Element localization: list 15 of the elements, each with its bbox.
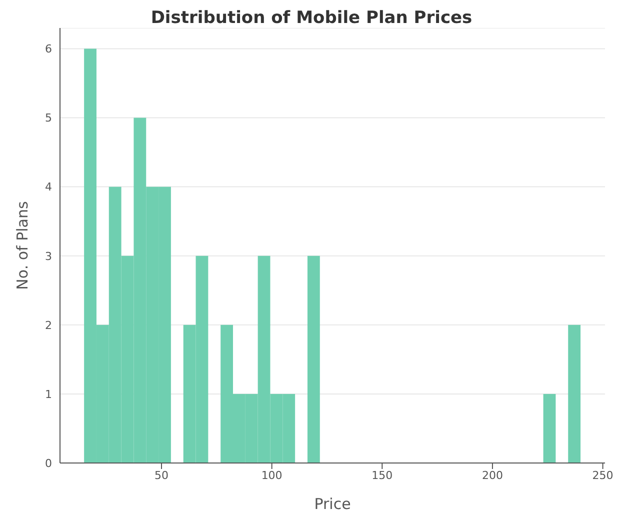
y-tick-label: 1 [45, 388, 52, 401]
y-tick-label: 2 [45, 318, 52, 332]
y-tick-label: 3 [45, 250, 52, 263]
y-tick-label: 0 [45, 456, 52, 470]
chart-title: Distribution of Mobile Plan Prices [150, 8, 474, 28]
x-tick-label: 200 [482, 468, 503, 482]
x-tick-label: 150 [372, 468, 393, 482]
x-tick-label: 250 [592, 468, 614, 482]
x-axis-title: Price [314, 495, 351, 513]
y-tick-label: 6 [45, 42, 52, 56]
y-tick-label: 5 [45, 112, 52, 125]
y-tick-label: 4 [45, 180, 52, 194]
x-tick-label: 100 [261, 468, 282, 482]
x-tick-label: 50 [154, 468, 168, 482]
y-axis-title: No. of Plans [13, 201, 32, 290]
